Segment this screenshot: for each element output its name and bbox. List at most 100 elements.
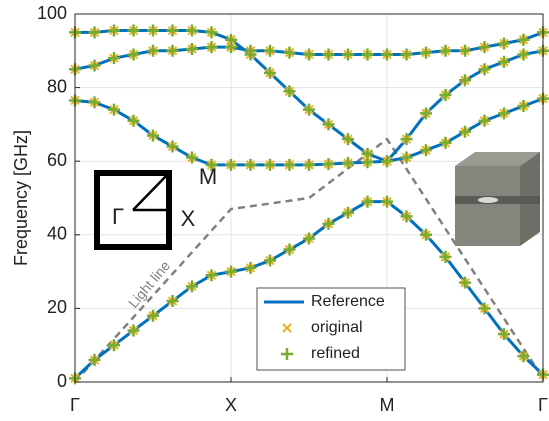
y-tick-label: 100 — [37, 3, 67, 23]
refined-marker — [264, 254, 276, 267]
refined-marker — [342, 48, 354, 61]
refined-marker — [478, 302, 491, 315]
refined-marker — [283, 46, 296, 59]
refined-marker — [108, 24, 120, 37]
refined-marker — [127, 324, 140, 337]
cube-front — [455, 166, 520, 246]
refined-marker — [225, 265, 237, 278]
axes-box — [74, 13, 544, 383]
refined-marker — [205, 41, 218, 54]
refined-marker — [147, 129, 159, 142]
legend-label: refined — [311, 345, 360, 362]
refined-marker — [498, 37, 510, 50]
refined-marker — [303, 48, 315, 61]
refined-marker — [517, 350, 530, 363]
legend-label: Reference — [311, 293, 385, 310]
cube-top — [455, 152, 540, 166]
refined-marker — [127, 24, 140, 37]
refined-marker — [88, 59, 101, 72]
refined-marker — [478, 63, 491, 76]
refined-marker — [322, 158, 335, 171]
refined-marker — [283, 158, 296, 171]
refined-marker — [400, 48, 413, 61]
refined-marker — [400, 133, 413, 146]
refined-marker — [303, 232, 315, 245]
unit-cell-image — [455, 152, 540, 246]
refined-marker — [342, 206, 354, 219]
refined-marker — [459, 276, 471, 289]
y-tick-label: 60 — [47, 150, 67, 170]
refined-marker — [225, 33, 237, 46]
refined-marker — [147, 24, 159, 37]
refined-marker — [439, 250, 452, 263]
x-tick-label: M — [380, 395, 395, 415]
y-tick-label: 20 — [47, 297, 67, 317]
refined-marker — [381, 155, 393, 168]
x-tick-label: Γ — [538, 395, 548, 415]
plot-layer — [69, 24, 549, 385]
refined-marker — [127, 114, 140, 127]
refined-marker — [166, 44, 179, 57]
refined-marker — [400, 210, 413, 223]
y-tick-label: 40 — [47, 224, 67, 244]
refined-marker — [322, 118, 335, 131]
refined-marker — [478, 41, 491, 54]
light-line — [74, 137, 545, 383]
refined-marker — [283, 85, 296, 98]
refined-marker — [498, 328, 510, 341]
refined-marker — [244, 48, 257, 61]
refined-marker — [498, 55, 510, 68]
cube-hole — [478, 197, 498, 203]
refined-marker — [303, 103, 315, 116]
bz-x: X — [181, 206, 196, 231]
refined-marker — [88, 353, 101, 366]
refined-marker — [342, 157, 354, 170]
refined-marker — [322, 217, 335, 230]
refined-marker — [381, 195, 393, 208]
refined-marker — [283, 243, 296, 256]
refined-marker — [244, 158, 257, 171]
bz-gamma: Γ — [112, 204, 124, 229]
refined-marker — [186, 151, 198, 164]
refined-marker — [186, 24, 198, 37]
refined-marker — [439, 88, 452, 101]
refined-marker — [420, 144, 432, 157]
refined-marker — [439, 44, 452, 57]
refined-marker — [478, 114, 491, 127]
refined-marker — [439, 136, 452, 149]
refined-marker — [459, 44, 471, 57]
refined-marker — [88, 96, 101, 109]
refined-marker — [108, 103, 120, 116]
refined-marker — [517, 33, 530, 46]
refined-marker — [88, 26, 101, 39]
bz-wedge — [132, 169, 171, 212]
refined-marker — [244, 261, 257, 274]
refined-marker — [322, 48, 335, 61]
refined-marker — [517, 48, 530, 61]
bz-m: M — [199, 164, 217, 189]
legend: Reference original refined — [256, 287, 406, 371]
refined-marker — [342, 133, 354, 146]
refined-marker — [459, 125, 471, 138]
y-axis-label: Frequency [GHz] — [11, 130, 31, 266]
y-tick-label: 0 — [57, 371, 67, 391]
refined-marker — [166, 295, 179, 308]
refined-marker — [361, 147, 374, 160]
refined-marker — [205, 269, 218, 282]
refined-marker — [186, 280, 198, 293]
refined-marker — [147, 44, 159, 57]
x-tick-label: Γ — [70, 395, 80, 415]
refined-marker — [127, 48, 140, 61]
refined-marker — [420, 228, 432, 241]
refined-marker — [498, 107, 510, 120]
refined-marker — [420, 46, 432, 59]
refined-marker — [420, 107, 432, 120]
refined-marker — [264, 158, 276, 171]
refined-marker — [303, 158, 315, 171]
refined-marker — [108, 339, 120, 352]
refined-marker — [381, 48, 393, 61]
refined-marker — [400, 151, 413, 164]
refined-marker — [361, 48, 374, 61]
refined-marker — [166, 24, 179, 37]
